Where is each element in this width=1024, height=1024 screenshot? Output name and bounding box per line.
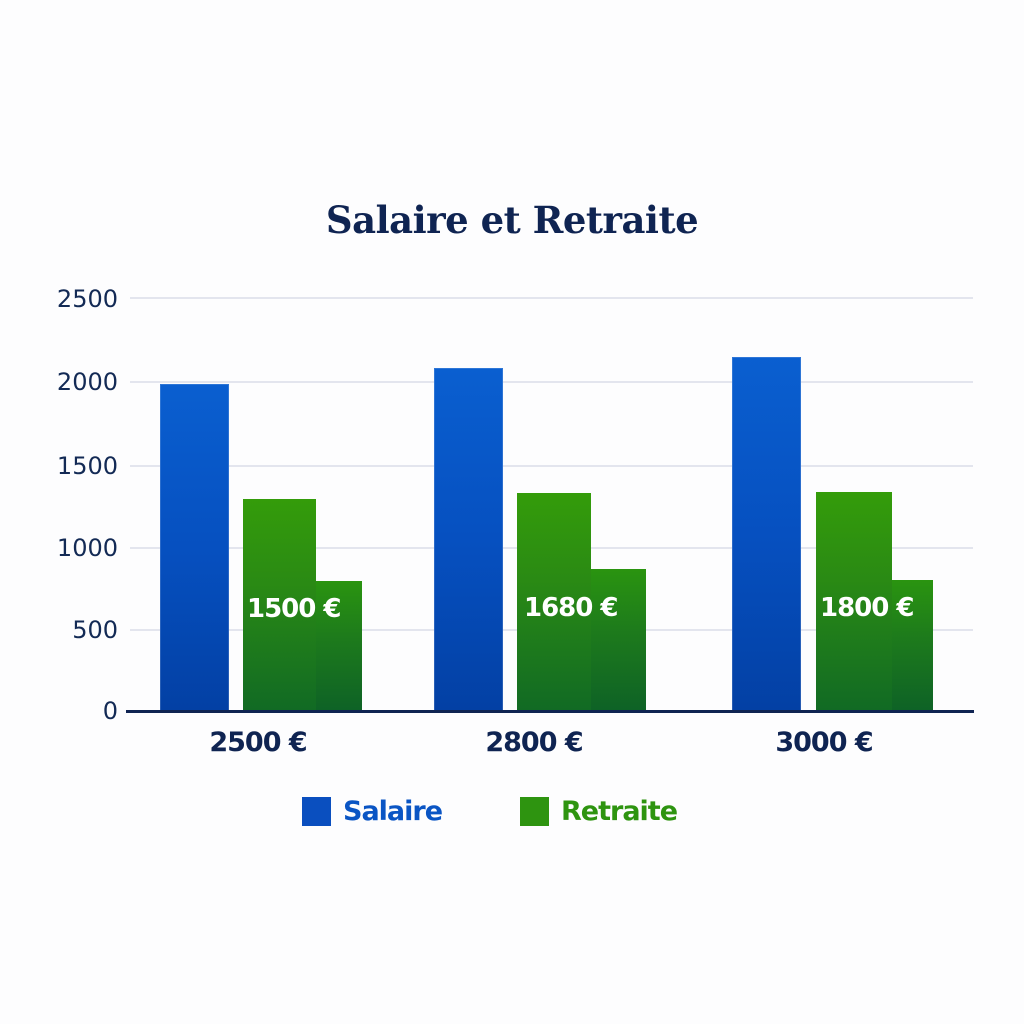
legend-swatch-salaire-icon — [302, 796, 331, 826]
legend-label-salaire: Salaire — [343, 795, 443, 827]
bar-value-label: 1800 € — [820, 593, 915, 623]
x-category-label: 3000 € — [775, 727, 873, 758]
y-tick-label: 1000 — [56, 534, 118, 562]
y-tick-label: 2000 — [56, 368, 118, 396]
bar-value-label: 1500 € — [247, 594, 342, 624]
gridline-1500 — [130, 465, 973, 467]
bar-retraite-secondary-2800[interactable] — [591, 569, 646, 711]
legend: Salaire Retraite — [0, 793, 1024, 829]
chart-title: Salaire et Retraite — [325, 198, 699, 242]
x-axis-line — [126, 710, 974, 713]
bar-value-label: 1680 € — [524, 593, 619, 623]
legend-item-salaire[interactable]: Salaire — [302, 793, 443, 829]
y-tick-label: 0 — [102, 697, 118, 725]
legend-label-retraite: Retraite — [561, 795, 678, 827]
bar-retraite-2500[interactable] — [243, 499, 316, 711]
bar-retraite-secondary-2500[interactable] — [316, 581, 362, 711]
legend-item-retraite[interactable]: Retraite — [520, 793, 678, 829]
gridline-2500 — [130, 297, 973, 299]
y-tick-label: 2500 — [56, 285, 118, 313]
x-category-label: 2500 € — [209, 727, 307, 758]
x-category-label: 2800 € — [485, 727, 583, 758]
bar-retraite-3000[interactable] — [816, 492, 892, 711]
bar-retraite-secondary-3000[interactable] — [892, 580, 933, 711]
legend-swatch-retraite-icon — [520, 796, 549, 826]
bar-salaire-3000[interactable] — [732, 357, 801, 711]
y-tick-label: 1500 — [56, 452, 118, 480]
bar-salaire-2500[interactable] — [160, 384, 229, 711]
bar-salaire-2800[interactable] — [434, 368, 503, 711]
y-tick-label: 500 — [72, 616, 118, 644]
gridline-2000 — [130, 381, 973, 383]
bar-retraite-2800[interactable] — [517, 493, 591, 711]
